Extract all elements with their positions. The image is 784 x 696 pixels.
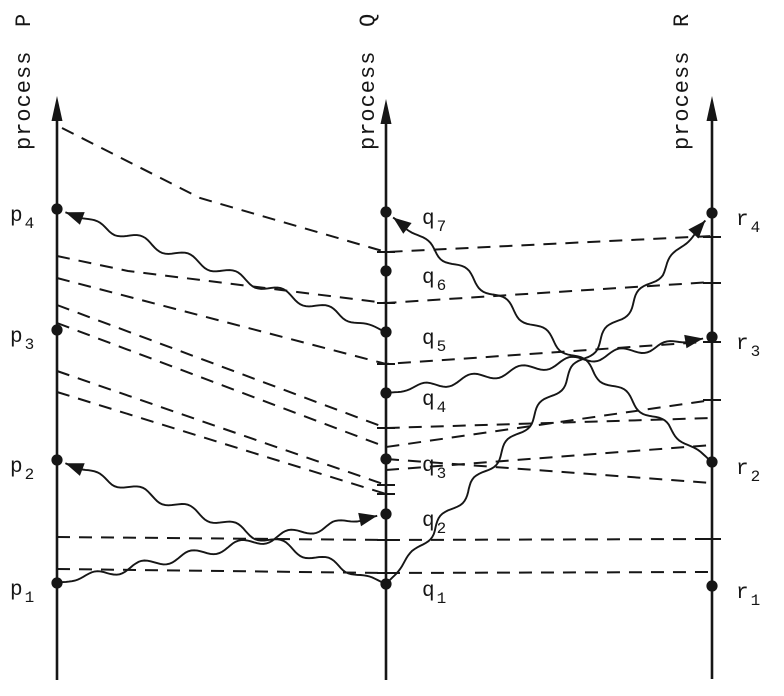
event-dot-q7	[380, 206, 392, 218]
axis-caption-word-Q: process	[356, 51, 381, 150]
tick-line	[56, 391, 387, 495]
message-q1-to-r4	[385, 219, 707, 585]
message-q1-to-p2	[64, 462, 387, 585]
axis-caption-word-P: process	[12, 51, 37, 150]
process-axis-R: process R	[670, 13, 718, 679]
time-arrow-icon	[51, 96, 63, 121]
event-dot-p4	[51, 203, 63, 215]
event-dot-r1	[706, 580, 718, 592]
message-q1-to-p2-arrowhead	[65, 463, 85, 476]
event-dot-q3	[380, 453, 392, 465]
axis-caption-letter-Q: Q	[356, 13, 381, 27]
message-r2-to-q7	[392, 216, 713, 463]
message-r2-to-q7-arrowhead	[393, 217, 412, 234]
tick-line	[56, 304, 713, 430]
message-q5-to-p4-arrowhead	[65, 212, 85, 225]
axis-caption-word-R: process	[670, 51, 695, 150]
tick-line	[61, 127, 713, 254]
message-p1-to-q2-arrowhead	[358, 512, 378, 527]
message-p1-to-q2	[56, 514, 378, 584]
tick-line	[56, 322, 713, 449]
tick-line	[56, 277, 704, 366]
event-dot-p3	[51, 324, 63, 336]
message-q4-to-r3	[385, 337, 704, 394]
messages	[56, 211, 713, 585]
message-q5-to-p4	[65, 211, 387, 333]
event-dot-p2	[51, 454, 63, 466]
time-arrow-icon	[380, 99, 392, 124]
event-dot-q6	[380, 265, 392, 277]
event-dot-q2	[380, 508, 392, 520]
event-dot-q1	[380, 578, 392, 590]
event-dot-q5	[380, 326, 392, 338]
axis-caption-letter-P: P	[12, 13, 37, 27]
event-dot-r3	[706, 331, 718, 343]
event-dot-r4	[706, 207, 718, 219]
tick-line	[56, 255, 713, 305]
tick-line	[56, 370, 387, 486]
event-dot-q4	[380, 387, 392, 399]
time-arrow-icon	[706, 96, 718, 121]
event-dot-p1	[51, 577, 63, 589]
tick-line	[385, 458, 713, 484]
event-dot-r2	[706, 456, 718, 468]
tick-line	[385, 444, 713, 471]
message-q4-to-r3-arrowhead	[684, 334, 704, 349]
axis-caption-letter-R: R	[670, 13, 695, 27]
axis-ticks	[377, 236, 721, 574]
message-q1-to-r4-arrowhead	[688, 220, 706, 239]
